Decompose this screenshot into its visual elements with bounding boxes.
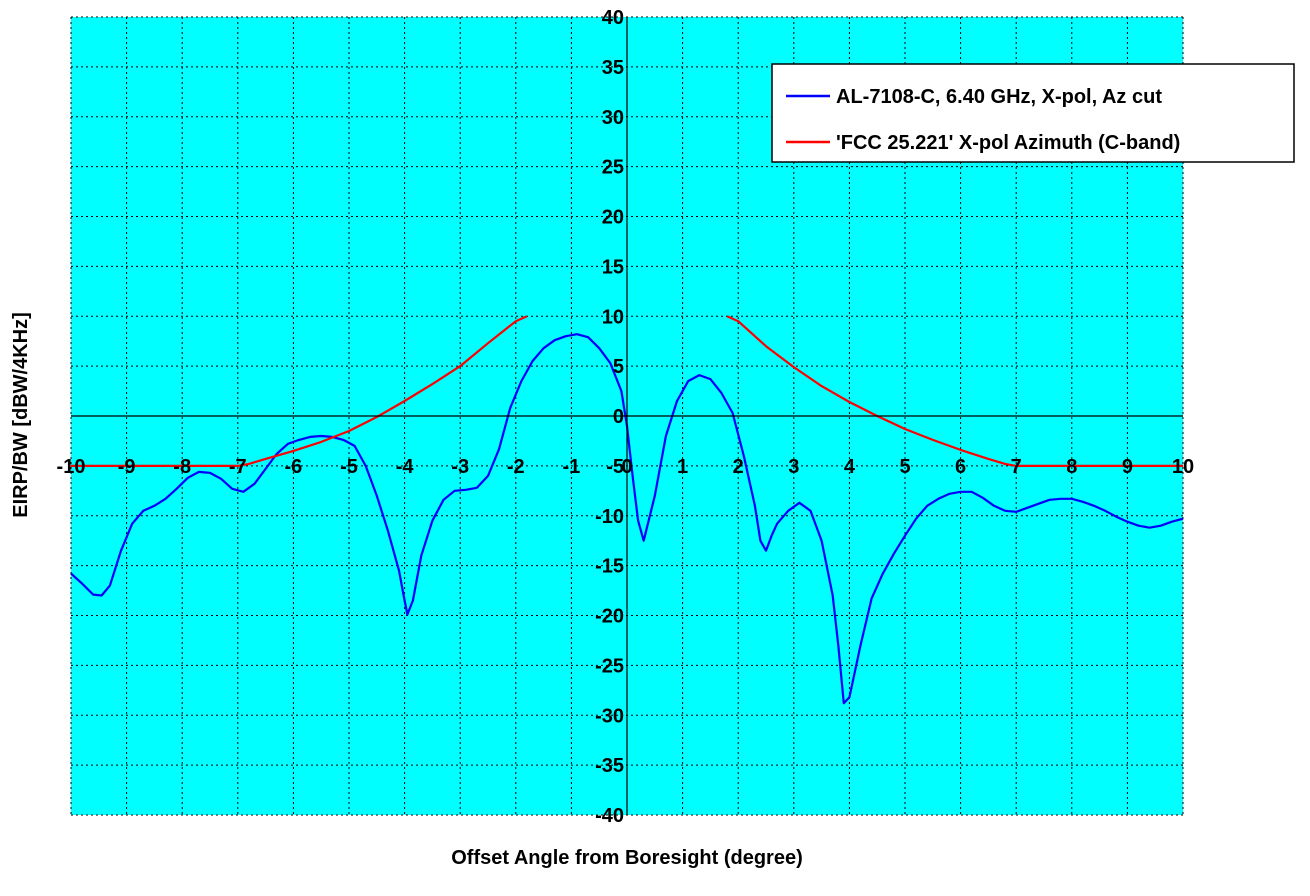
x-tick-label: 3 xyxy=(788,456,799,478)
x-tick-label: -3 xyxy=(451,456,469,478)
x-tick-label: -1 xyxy=(563,456,581,478)
y-tick-label: -5 xyxy=(606,456,624,478)
x-tick-label: -5 xyxy=(340,456,358,478)
y-tick-label: 25 xyxy=(602,157,624,179)
y-axis-title: EIRP/BW [dBW/4KHz] xyxy=(10,312,32,518)
legend: AL-7108-C, 6.40 GHz, X-pol, Az cut 'FCC … xyxy=(771,63,1295,163)
y-tick-label: 10 xyxy=(602,306,624,328)
x-tick-label: 8 xyxy=(1066,456,1077,478)
x-tick-label: 7 xyxy=(1011,456,1022,478)
y-tick-label: 0 xyxy=(613,406,624,428)
x-tick-label: -2 xyxy=(507,456,525,478)
y-tick-label: -35 xyxy=(595,755,624,777)
x-tick-label: 0 xyxy=(621,456,632,478)
y-tick-label: -25 xyxy=(595,655,624,677)
y-tick-label: 35 xyxy=(602,57,624,79)
series-layer xyxy=(70,315,1184,705)
x-tick-label: 10 xyxy=(1172,456,1194,478)
x-tick-label: 1 xyxy=(677,456,688,478)
y-tick-label: 15 xyxy=(602,256,624,278)
y-tick-label: 40 xyxy=(602,7,624,29)
x-tick-label: 6 xyxy=(955,456,966,478)
y-tick-label: -30 xyxy=(595,705,624,727)
series-1-line xyxy=(70,333,1184,705)
series-2-line-segment-2 xyxy=(726,315,1183,467)
axis-layer: -10 -9 -8 -7 -6 -5 -4 -3 -2 -1 0 1 2 3 4 5 6 7 8 9 10-40-35-… xyxy=(57,7,1195,827)
y-tick-label: 5 xyxy=(613,356,624,378)
y-tick-label: -15 xyxy=(595,556,624,578)
x-tick-label: -7 xyxy=(229,456,247,478)
x-tick-label: -10 xyxy=(57,456,86,478)
legend-label-series-1: AL-7108-C, 6.40 GHz, X-pol, Az cut xyxy=(836,86,1162,108)
y-tick-label: -20 xyxy=(595,606,624,628)
x-tick-label: 4 xyxy=(844,456,856,478)
y-tick-label: 20 xyxy=(602,207,624,229)
y-tick-label: -40 xyxy=(595,805,624,827)
y-tick-label: -10 xyxy=(595,506,624,528)
x-tick-label: 5 xyxy=(899,456,910,478)
series-2-line-segment-1 xyxy=(71,315,528,467)
y-tick-label: 30 xyxy=(602,107,624,129)
x-tick-label: -8 xyxy=(173,456,191,478)
x-tick-label: 9 xyxy=(1122,456,1133,478)
x-tick-label: -6 xyxy=(285,456,303,478)
x-tick-label: -4 xyxy=(396,456,415,478)
legend-label-series-2: 'FCC 25.221' X-pol Azimuth (C-band) xyxy=(836,132,1180,154)
x-axis-title: Offset Angle from Boresight (degree) xyxy=(451,847,803,869)
x-tick-label: 2 xyxy=(733,456,744,478)
x-tick-label: -9 xyxy=(118,456,136,478)
legend-box xyxy=(771,63,1295,163)
